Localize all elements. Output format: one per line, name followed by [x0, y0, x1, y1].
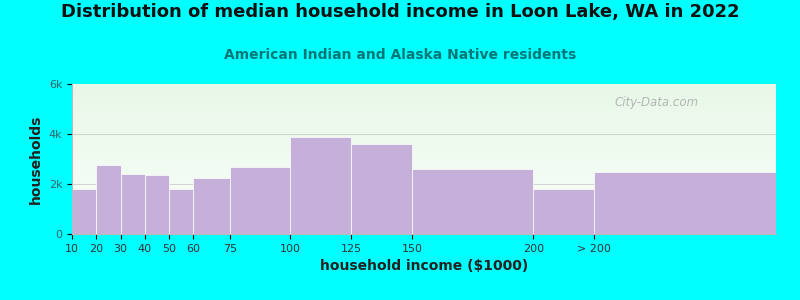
Bar	[230, 167, 290, 234]
Bar	[412, 169, 534, 234]
Y-axis label: households: households	[29, 114, 43, 204]
Bar	[145, 175, 169, 234]
Bar	[121, 174, 145, 234]
X-axis label: household income ($1000): household income ($1000)	[320, 259, 528, 273]
Bar	[594, 172, 776, 234]
Bar	[96, 165, 121, 234]
Bar	[169, 189, 194, 234]
Bar	[290, 136, 351, 234]
Bar	[534, 189, 594, 234]
Text: City-Data.com: City-Data.com	[614, 96, 698, 109]
Text: American Indian and Alaska Native residents: American Indian and Alaska Native reside…	[224, 48, 576, 62]
Text: Distribution of median household income in Loon Lake, WA in 2022: Distribution of median household income …	[61, 3, 739, 21]
Bar	[72, 189, 96, 234]
Bar	[351, 144, 412, 234]
Bar	[194, 178, 230, 234]
